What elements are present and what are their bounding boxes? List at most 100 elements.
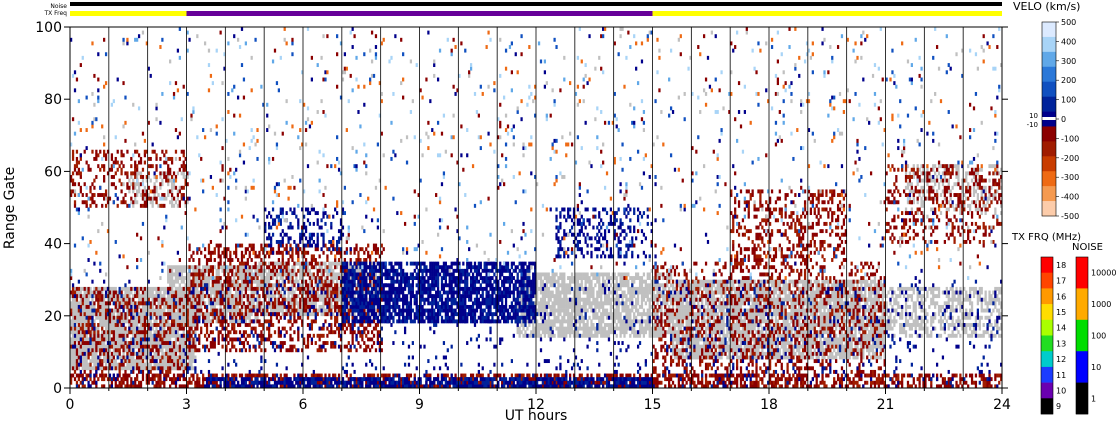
scatter-cell (817, 290, 820, 295)
scatter-cell (745, 283, 748, 288)
scatter-cell (93, 359, 96, 364)
scatter-cell (539, 308, 543, 313)
scatter-cell (582, 330, 585, 335)
scatter-cell (803, 301, 807, 306)
scatter-cell (79, 330, 82, 335)
scatter-cell (747, 283, 750, 288)
scatter-cell (623, 326, 626, 331)
scatter-cell (555, 290, 558, 295)
scatter-cell (95, 355, 98, 360)
scatter-cell (268, 279, 271, 284)
scatter-cell (310, 290, 314, 295)
scatter-cell (85, 308, 88, 313)
scatter-cell (103, 297, 106, 302)
scatter-cell (633, 330, 636, 335)
scatter-cell (219, 304, 222, 309)
scatter-cell (149, 290, 152, 295)
scatter-cell (786, 312, 789, 317)
scatter-cell (524, 286, 527, 291)
scatter-cell (104, 330, 108, 335)
scatter-cell (652, 333, 655, 338)
scatter-cell (782, 315, 785, 320)
scatter-cell (122, 312, 125, 317)
scatter-cell (252, 279, 255, 284)
scatter-cell (182, 362, 185, 367)
scatter-cell (751, 312, 754, 317)
scatter-cell (605, 333, 609, 338)
scatter-cell (163, 294, 166, 299)
scatter-cell (633, 326, 636, 331)
scatter-cell (137, 294, 141, 299)
scatter-cell (137, 286, 141, 291)
scatter-cell (269, 308, 273, 313)
scatter-cell (702, 319, 706, 324)
scatter-cell (708, 348, 712, 353)
scatter-cell (70, 330, 73, 335)
scatter-cell (271, 283, 275, 288)
scatter-cell (200, 294, 203, 299)
scatter-cell (174, 337, 178, 342)
scatter-cell (732, 351, 735, 356)
scatter-cell (640, 294, 644, 299)
scatter-cell (798, 315, 801, 320)
scatter-cell (203, 265, 207, 270)
scatter-cell (547, 279, 550, 284)
scatter-cell (176, 276, 180, 280)
scatter-cell (336, 297, 339, 302)
scatter-cell (807, 348, 811, 353)
scatter-cell (565, 304, 568, 309)
scatter-cell (782, 283, 785, 288)
scatter-cell (536, 272, 539, 277)
scatter-cell (561, 279, 564, 284)
scatter-cell (301, 290, 304, 295)
scatter-cell (75, 344, 79, 349)
scatter-cell (108, 330, 112, 335)
scatter-cell (780, 326, 783, 331)
scatter-cell (753, 348, 756, 353)
scatter-cell (73, 351, 77, 356)
scatter-cell (219, 283, 222, 288)
scatter-cell (528, 286, 531, 291)
scatter-cell (200, 301, 203, 306)
scatter-cell (277, 294, 280, 299)
scatter-cell (654, 294, 657, 299)
scatter-cell (635, 330, 638, 335)
scatter-cell (580, 326, 583, 331)
scatter-cell (778, 355, 781, 360)
scatter-cell (153, 308, 156, 313)
scatter-cell (615, 286, 618, 291)
scatter-cell (99, 337, 102, 342)
scatter-cell (574, 272, 578, 277)
scatter-cell (217, 301, 220, 306)
scatter-cell (161, 308, 164, 313)
scatter-cell (182, 315, 185, 320)
scatter-cell (623, 323, 626, 327)
scatter-cell (710, 330, 713, 335)
scatter-cell (741, 301, 745, 306)
scatter-cell (706, 333, 710, 338)
scatter-cell (520, 330, 523, 335)
scatter-cell (683, 304, 686, 309)
scatter-cell (141, 355, 145, 360)
scatter-cell (192, 265, 195, 270)
scatter-cell (277, 261, 280, 266)
scatter-cell (205, 294, 209, 299)
scatter-cell (642, 290, 646, 295)
scatter-cell (815, 355, 818, 360)
scatter-cell (269, 272, 273, 277)
scatter-cell (238, 268, 242, 273)
scatter-cell (79, 315, 82, 320)
scatter-cell (116, 304, 119, 309)
scatter-cell (716, 351, 719, 356)
scatter-cell (83, 323, 86, 327)
scatter-cell (749, 330, 752, 335)
scatter-cell (734, 337, 737, 342)
scatter-cell (153, 286, 156, 291)
scatter-cell (739, 341, 743, 345)
scatter-cell (149, 319, 152, 324)
scatter-cell (153, 294, 156, 299)
scatter-cell (196, 297, 199, 302)
scatter-cell (99, 319, 102, 324)
scatter-cell (104, 337, 108, 342)
scatter-cell (802, 304, 805, 309)
